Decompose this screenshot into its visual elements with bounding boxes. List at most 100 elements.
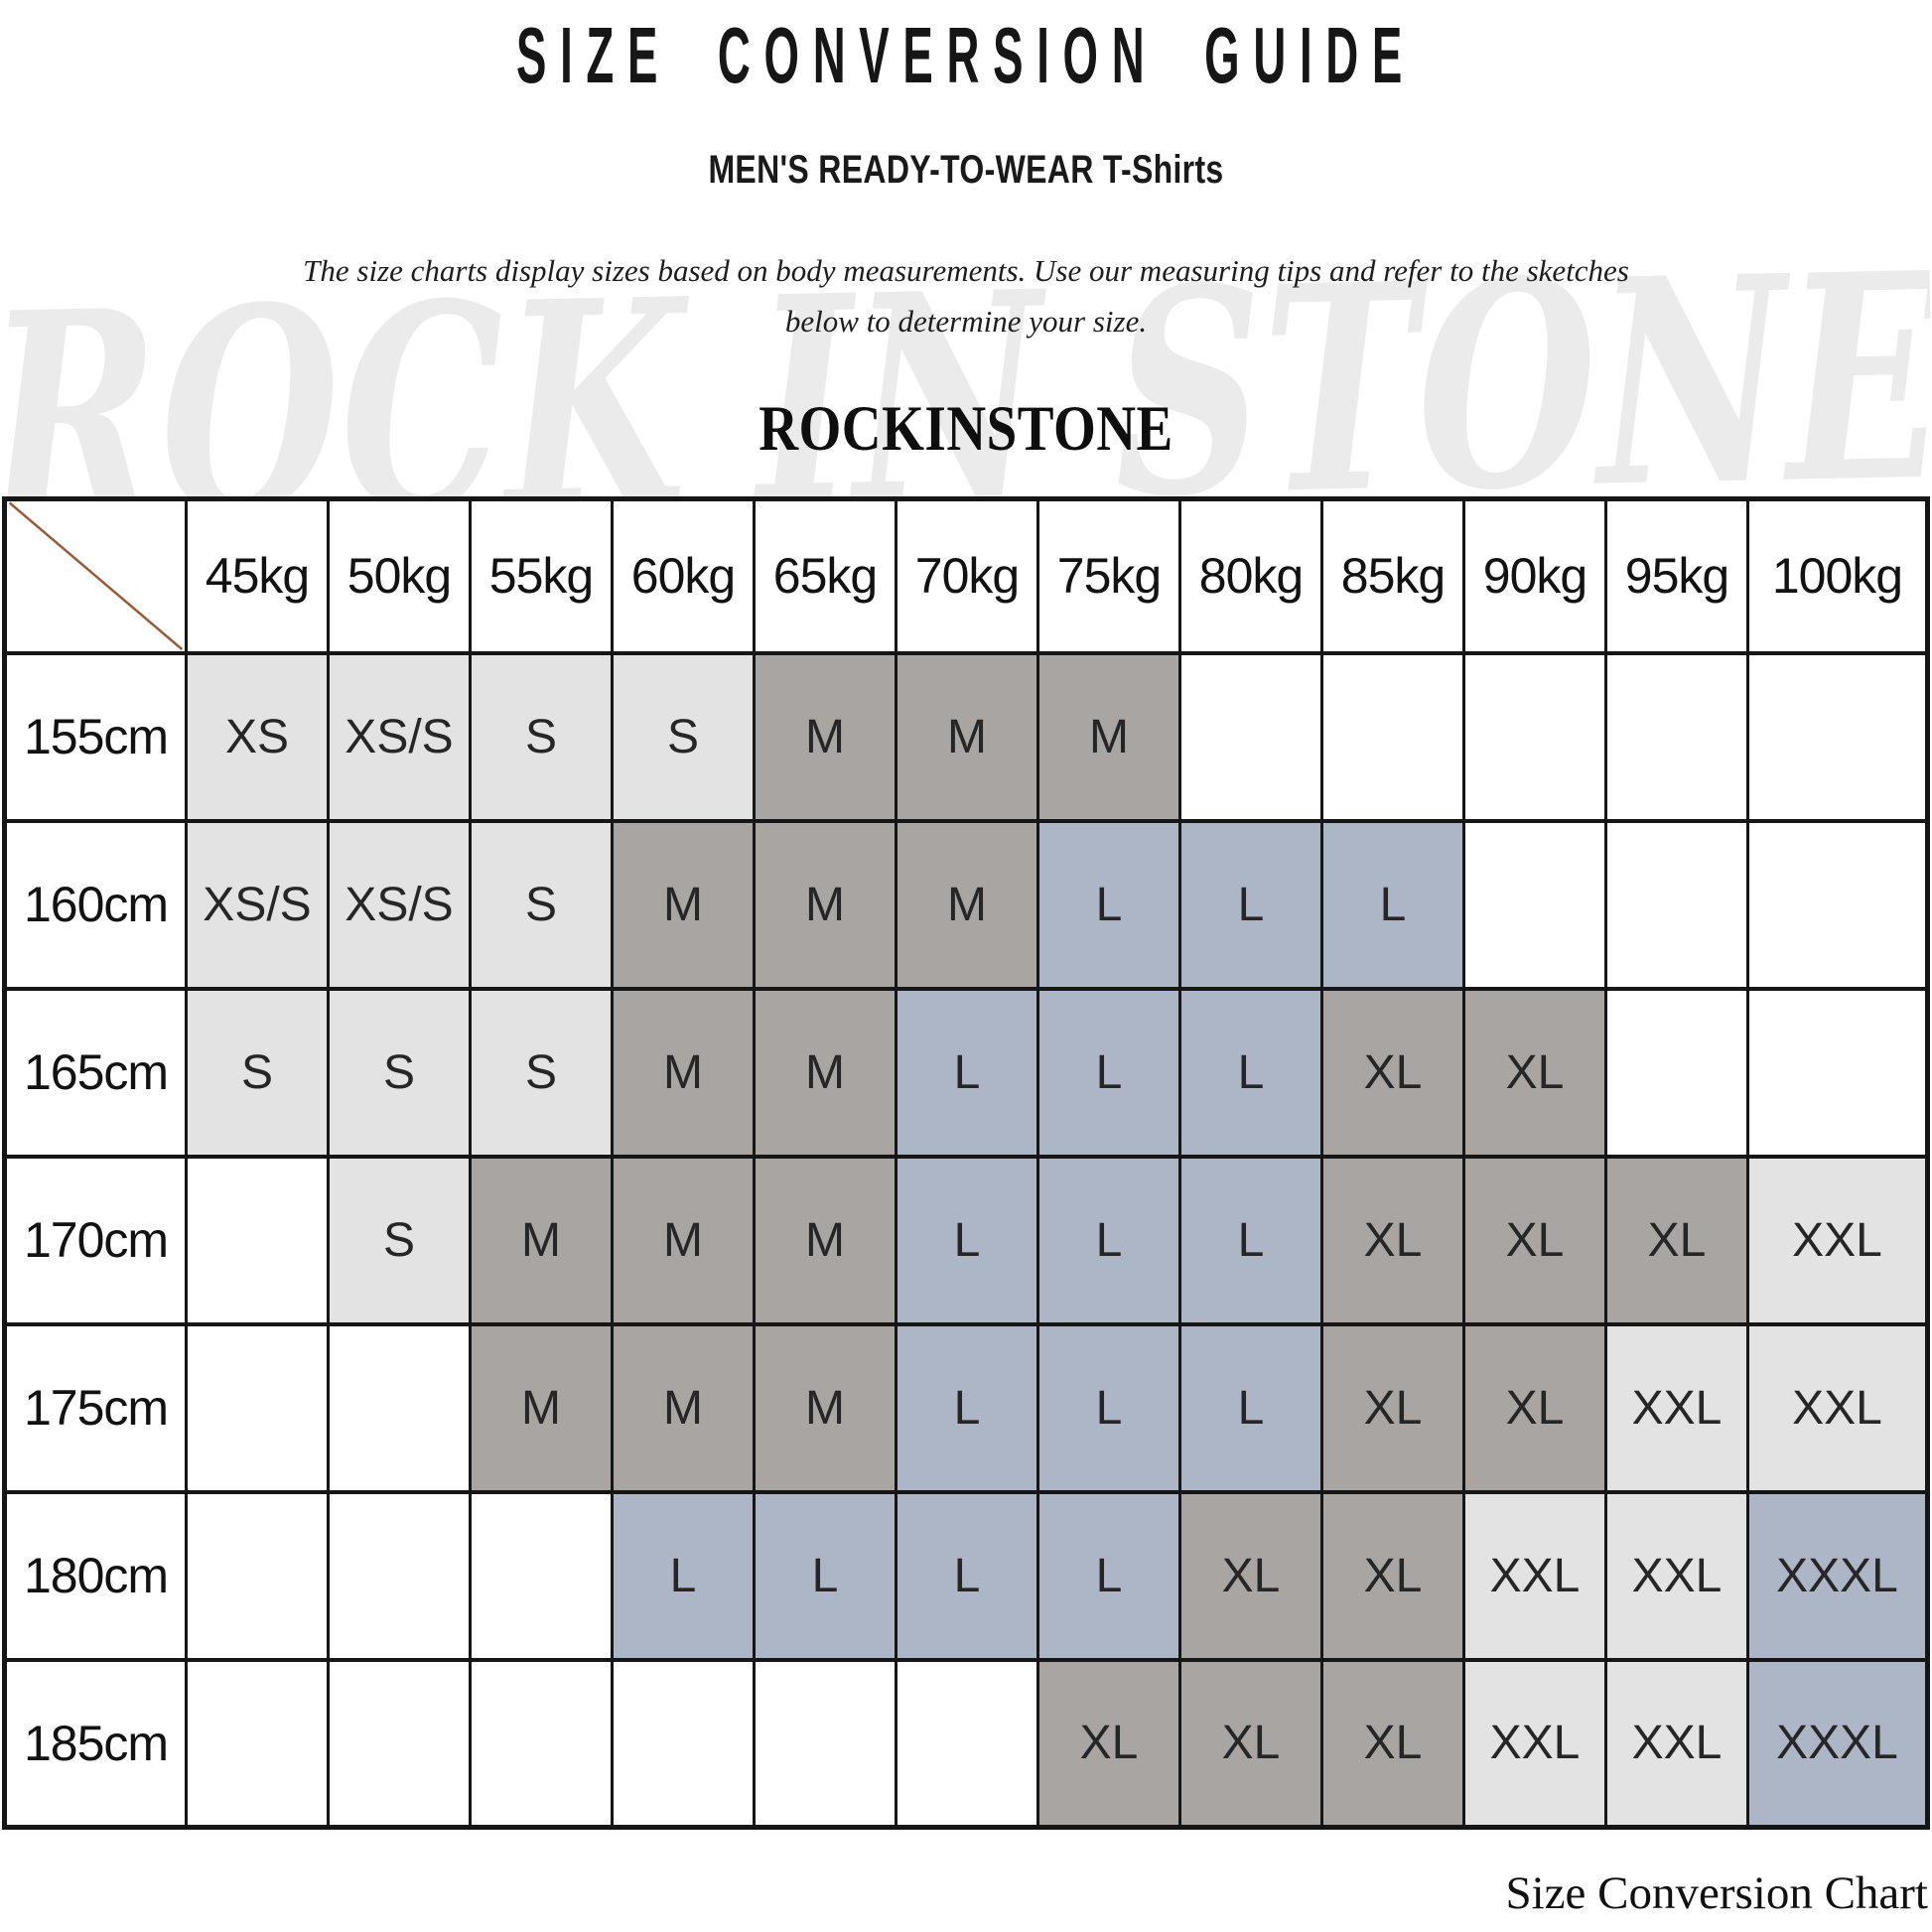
- size-cell: M: [895, 650, 1039, 823]
- size-cell: M: [1036, 650, 1181, 823]
- empty-cell: [1604, 818, 1749, 991]
- size-cell: S: [469, 818, 614, 991]
- size-cell: XS/S: [327, 650, 472, 823]
- size-conversion-table: 45kg 50kg 55kg 60kg 65kg 70kg 75kg 80kg 85kg 90kg…: [2, 496, 1930, 1830]
- height-header: 175cm: [3, 1321, 188, 1494]
- size-cell: XXL: [1462, 1657, 1607, 1830]
- empty-cell: [1746, 818, 1929, 991]
- size-cell: S: [469, 986, 614, 1159]
- size-cell: XXL: [1746, 1321, 1929, 1494]
- empty-cell: [327, 1489, 472, 1662]
- weight-header: 50kg: [327, 496, 472, 655]
- empty-cell: [1746, 986, 1929, 1159]
- empty-cell: [327, 1321, 472, 1494]
- description: The size charts display sizes based on b…: [0, 245, 1932, 346]
- empty-cell: [469, 1489, 614, 1662]
- empty-cell: [327, 1657, 472, 1830]
- height-header: 185cm: [3, 1657, 188, 1830]
- weight-header: 80kg: [1178, 496, 1323, 655]
- size-cell: M: [753, 986, 897, 1159]
- size-cell: S: [327, 1154, 472, 1326]
- size-cell: L: [895, 1154, 1039, 1326]
- size-cell: M: [611, 1154, 756, 1326]
- size-cell: XXL: [1462, 1489, 1607, 1662]
- size-cell: XL: [1036, 1657, 1181, 1830]
- page-title: SIZE CONVERSION GUIDE: [515, 11, 1416, 99]
- size-cell: M: [895, 818, 1039, 991]
- empty-cell: [611, 1657, 756, 1830]
- table-head: 45kg 50kg 55kg 60kg 65kg 70kg 75kg 80kg 85kg 90kg…: [3, 496, 1929, 655]
- weight-header: 85kg: [1320, 496, 1465, 655]
- weight-header: 60kg: [611, 496, 756, 655]
- chart-caption: Size Conversion Chart: [1505, 1867, 1928, 1919]
- diagonal-line: [10, 503, 183, 649]
- size-cell: XL: [1320, 986, 1465, 1159]
- empty-cell: [185, 1321, 330, 1494]
- empty-cell: [1320, 650, 1465, 823]
- size-cell: L: [895, 1321, 1039, 1494]
- page-subtitle: MEN'S READY-TO-WEAR T-Shirts: [708, 148, 1224, 192]
- table-row: 160cm XS/S XS/S S M M M L L L: [3, 818, 1929, 991]
- height-header: 180cm: [3, 1489, 188, 1662]
- size-cell: L: [1178, 818, 1323, 991]
- table-row: 175cm M M M L L L XL XL XXL XXL: [3, 1321, 1929, 1494]
- size-cell: XL: [1604, 1154, 1749, 1326]
- size-cell: XXL: [1604, 1657, 1749, 1830]
- size-cell: XL: [1178, 1657, 1323, 1830]
- size-cell: L: [1036, 1489, 1181, 1662]
- size-cell: M: [611, 818, 756, 991]
- empty-cell: [185, 1489, 330, 1662]
- weight-header: 95kg: [1604, 496, 1749, 655]
- size-cell: L: [1036, 1154, 1181, 1326]
- size-cell: L: [1036, 1321, 1181, 1494]
- diagonal-line-icon: [7, 501, 185, 651]
- size-cell: XXL: [1604, 1489, 1749, 1662]
- size-cell: XL: [1462, 1321, 1607, 1494]
- size-table-body: 155cm XS XS/S S S M M M 160cm XS/S XS/S S M M M L L L 165c…: [3, 650, 1929, 1830]
- size-cell: M: [753, 818, 897, 991]
- size-cell: XL: [1320, 1657, 1465, 1830]
- empty-cell: [895, 1657, 1039, 1830]
- empty-cell: [1178, 650, 1323, 823]
- size-cell: M: [753, 1321, 897, 1494]
- size-cell: S: [185, 986, 330, 1159]
- size-cell: M: [753, 650, 897, 823]
- size-cell: M: [611, 986, 756, 1159]
- weight-header: 100kg: [1746, 496, 1929, 655]
- description-line-1: The size charts display sizes based on b…: [303, 253, 1629, 288]
- size-cell: XS/S: [185, 818, 330, 991]
- table-row: 185cm XL XL XL XXL XXL XXXL: [3, 1657, 1929, 1830]
- size-cell: S: [327, 986, 472, 1159]
- size-cell: L: [895, 1489, 1039, 1662]
- size-cell: L: [611, 1489, 756, 1662]
- corner-cell: [3, 496, 188, 655]
- empty-cell: [469, 1657, 614, 1830]
- size-cell: L: [1036, 818, 1181, 991]
- table-row: 170cm S M M M L L L XL XL XL XXL: [3, 1154, 1929, 1326]
- weight-header: 75kg: [1036, 496, 1181, 655]
- brand-name: ROCKINSTONE: [759, 391, 1173, 465]
- size-cell: L: [1320, 818, 1465, 991]
- size-cell: XL: [1320, 1321, 1465, 1494]
- empty-cell: [1746, 650, 1929, 823]
- size-cell: XL: [1178, 1489, 1323, 1662]
- size-cell: L: [1178, 986, 1323, 1159]
- size-cell: XXL: [1604, 1321, 1749, 1494]
- height-header: 155cm: [3, 650, 188, 823]
- empty-cell: [753, 1657, 897, 1830]
- empty-cell: [1462, 818, 1607, 991]
- size-cell: L: [1036, 986, 1181, 1159]
- size-cell: XXXL: [1746, 1489, 1929, 1662]
- empty-cell: [1462, 650, 1607, 823]
- size-cell: L: [1178, 1321, 1323, 1494]
- size-cell: XS/S: [327, 818, 472, 991]
- weight-header: 90kg: [1462, 496, 1607, 655]
- height-header: 170cm: [3, 1154, 188, 1326]
- empty-cell: [1604, 986, 1749, 1159]
- size-cell: XL: [1462, 1154, 1607, 1326]
- size-cell: XXXL: [1746, 1657, 1929, 1830]
- size-cell: M: [469, 1154, 614, 1326]
- empty-cell: [185, 1154, 330, 1326]
- size-cell: XL: [1320, 1154, 1465, 1326]
- weight-header: 45kg: [185, 496, 330, 655]
